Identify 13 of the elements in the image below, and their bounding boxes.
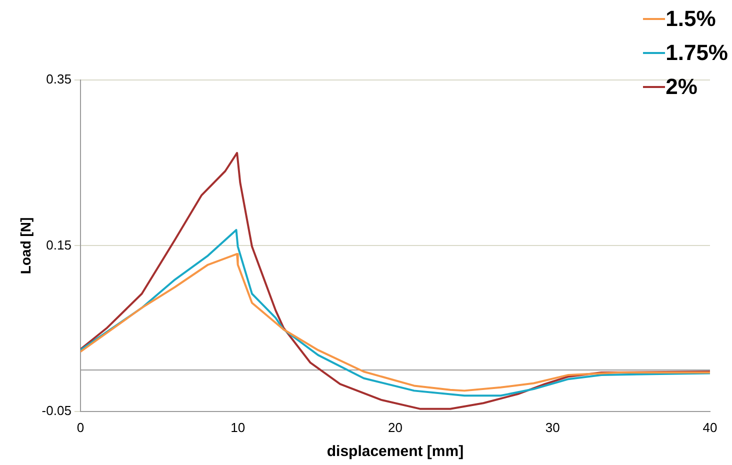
- y-tick-label: 0.15: [46, 237, 72, 252]
- x-axis-title: displacement [mm]: [326, 443, 464, 460]
- legend-label: 1.5%: [666, 6, 716, 32]
- x-tick-label: 10: [230, 420, 246, 435]
- x-tick-label: 0: [76, 420, 84, 435]
- y-tick-label: 0.35: [46, 72, 72, 87]
- y-tick-label: -0.05: [42, 402, 72, 418]
- x-tick-label: 40: [702, 420, 718, 435]
- legend-label: 2%: [666, 74, 698, 100]
- legend-label: 1.75%: [666, 40, 728, 66]
- y-axis-title: Load [N]: [17, 217, 34, 274]
- x-tick-label: 30: [545, 420, 560, 435]
- x-tick-label: 20: [388, 420, 402, 435]
